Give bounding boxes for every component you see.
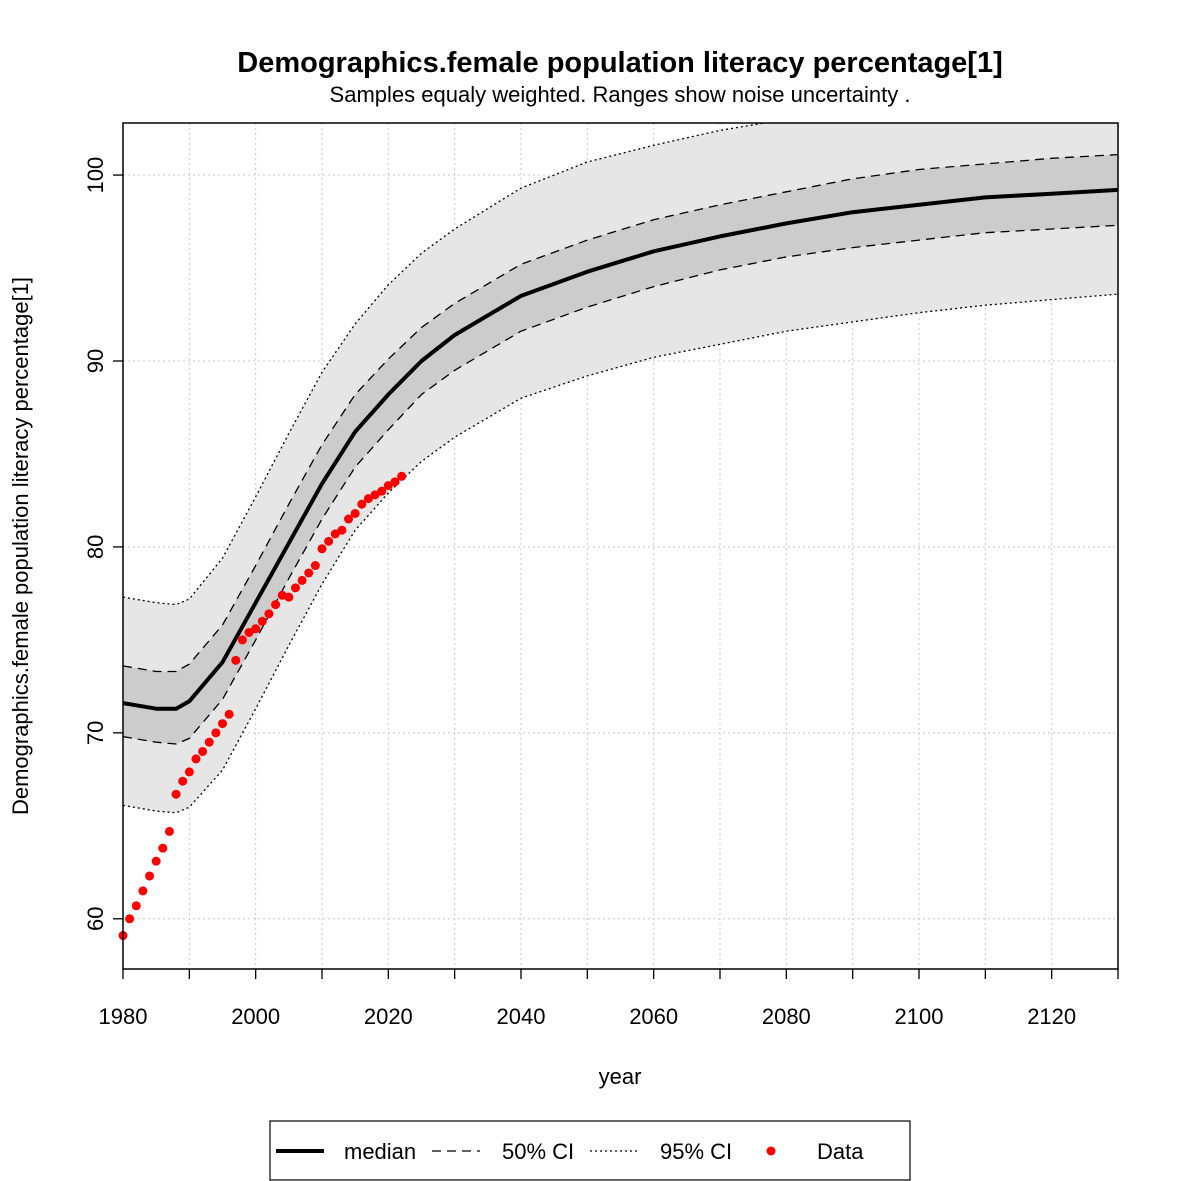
x-tick-label: 2060 bbox=[629, 1004, 678, 1029]
legend-median-label: median bbox=[344, 1139, 416, 1164]
data-point bbox=[151, 856, 161, 866]
x-axis: 1980 2000 2020 2040 2060 2080 2100 2120 bbox=[99, 969, 1119, 1029]
y-tick-label: 60 bbox=[83, 907, 108, 931]
data-point bbox=[383, 481, 393, 491]
data-point bbox=[357, 499, 367, 509]
data-point bbox=[324, 536, 334, 546]
legend-data-swatch bbox=[766, 1146, 776, 1156]
x-tick-label: 2020 bbox=[364, 1004, 413, 1029]
data-point bbox=[330, 529, 340, 539]
data-point bbox=[397, 471, 407, 481]
data-point bbox=[257, 616, 267, 626]
data-point bbox=[297, 575, 307, 585]
data-point bbox=[164, 826, 174, 836]
data-point bbox=[237, 635, 247, 645]
data-point bbox=[317, 544, 327, 554]
x-tick-label: 2080 bbox=[762, 1004, 811, 1029]
data-point bbox=[191, 754, 201, 764]
data-point bbox=[224, 709, 234, 719]
chart-title: Demographics.female population literacy … bbox=[237, 47, 1002, 79]
band-95ci bbox=[123, 123, 1118, 813]
x-tick-label: 2100 bbox=[895, 1004, 944, 1029]
data-point bbox=[178, 776, 188, 786]
data-point bbox=[184, 767, 194, 777]
line-50ci-lower bbox=[123, 224, 1118, 745]
x-axis-label: year bbox=[599, 1064, 642, 1089]
data-point bbox=[131, 901, 141, 911]
y-tick-label: 90 bbox=[83, 349, 108, 373]
legend-data-label: Data bbox=[817, 1139, 864, 1164]
line-median bbox=[123, 187, 1118, 711]
data-point bbox=[158, 843, 168, 853]
data-point bbox=[390, 477, 400, 487]
data-point bbox=[310, 561, 320, 571]
data-point bbox=[377, 486, 387, 496]
data-point bbox=[344, 514, 354, 524]
series-lines bbox=[123, 123, 1118, 814]
y-tick-label: 100 bbox=[83, 157, 108, 194]
data-point bbox=[145, 871, 155, 881]
data-point bbox=[138, 886, 148, 896]
x-tick-label: 2120 bbox=[1027, 1004, 1076, 1029]
y-axis-label: Demographics.female population literacy … bbox=[8, 277, 33, 815]
data-point bbox=[264, 609, 274, 619]
y-axis: 60 70 80 90 100 bbox=[83, 157, 123, 931]
data-point bbox=[125, 914, 135, 924]
data-point bbox=[171, 789, 181, 799]
data-point bbox=[198, 746, 208, 756]
band-50ci bbox=[123, 154, 1118, 745]
chart-subtitle: Samples equaly weighted. Ranges show noi… bbox=[330, 82, 911, 107]
data-point bbox=[290, 583, 300, 593]
y-tick-label: 80 bbox=[83, 535, 108, 559]
legend-50ci-label: 50% CI bbox=[502, 1139, 574, 1164]
data-point bbox=[370, 490, 380, 500]
line-95ci-lower bbox=[123, 293, 1118, 814]
data-point bbox=[204, 737, 214, 747]
data-point bbox=[363, 494, 373, 504]
data-point bbox=[218, 719, 227, 729]
data-point bbox=[271, 600, 281, 610]
data-point bbox=[284, 592, 294, 602]
x-tick-label: 2000 bbox=[231, 1004, 280, 1029]
x-tick-label: 1980 bbox=[99, 1004, 148, 1029]
legend: median 50% CI 95% CI Data bbox=[269, 1120, 911, 1181]
line-50ci-upper bbox=[123, 153, 1118, 673]
y-tick-label: 70 bbox=[83, 721, 108, 745]
plot-frame bbox=[122, 122, 1119, 970]
data-point bbox=[350, 508, 360, 518]
data-point bbox=[231, 655, 241, 665]
legend-95ci-label: 95% CI bbox=[660, 1139, 732, 1164]
data-point bbox=[304, 568, 314, 578]
x-tick-label: 2040 bbox=[497, 1004, 546, 1029]
data-point bbox=[337, 525, 347, 535]
data-point bbox=[244, 627, 254, 637]
data-point bbox=[211, 728, 221, 738]
data-point bbox=[251, 624, 261, 634]
ci-bands bbox=[123, 123, 1118, 813]
data-points bbox=[118, 471, 407, 941]
